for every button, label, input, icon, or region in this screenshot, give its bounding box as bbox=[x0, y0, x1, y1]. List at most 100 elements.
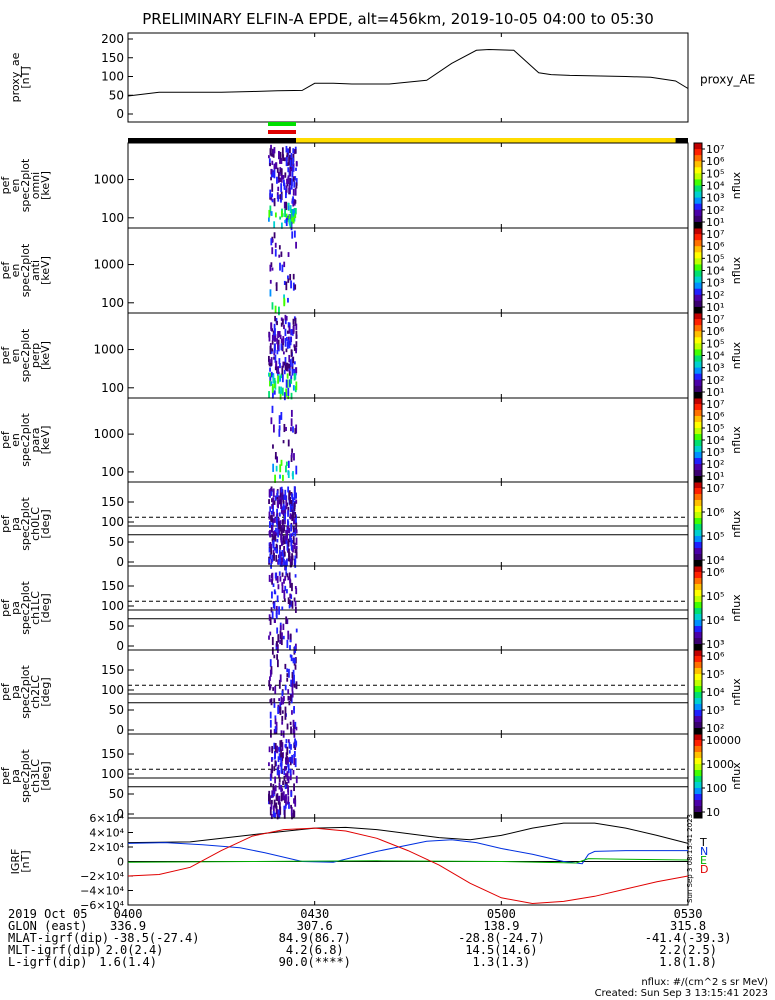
colorbar-segment bbox=[694, 270, 702, 278]
spectrogram-pixel bbox=[294, 549, 297, 554]
spectrogram-pixel bbox=[275, 605, 278, 615]
spectrogram-pixel bbox=[277, 554, 280, 559]
spectrogram-pixel bbox=[269, 529, 271, 538]
colorbar-segment bbox=[694, 234, 702, 241]
spectrogram-pixel bbox=[271, 746, 274, 754]
spectrogram-pixel bbox=[272, 503, 274, 512]
spectrogram-pixel bbox=[294, 758, 297, 768]
spectrogram-pixel bbox=[286, 152, 289, 157]
colorbar-segment bbox=[694, 203, 702, 211]
spectrogram-pixel bbox=[274, 451, 277, 460]
spectrogram-pixel bbox=[280, 338, 283, 344]
y-axis-label-line: [keV] bbox=[39, 426, 52, 455]
igrf-series-E bbox=[127, 858, 689, 864]
spectrogram-pixel bbox=[276, 176, 278, 184]
spectrogram-pixel bbox=[275, 317, 278, 324]
spectrogram-pixel bbox=[287, 205, 290, 211]
colorbar-segment bbox=[694, 728, 702, 735]
footer-value: 84.9(86.7) bbox=[278, 931, 351, 945]
spectrogram-pixel bbox=[290, 600, 293, 607]
spectrogram-pixel bbox=[279, 334, 282, 340]
spectrogram-pixel bbox=[272, 539, 275, 547]
spectrogram-pixel bbox=[271, 238, 274, 243]
spectrogram-pixel bbox=[276, 627, 279, 634]
spectrogram-pixel bbox=[278, 746, 281, 753]
spectrogram-pixel bbox=[289, 578, 291, 584]
spectrogram-pixel bbox=[280, 157, 283, 164]
colorbar-segment bbox=[694, 276, 702, 284]
spectrogram-pixel bbox=[275, 543, 278, 551]
spectrogram-pixel bbox=[280, 561, 283, 565]
spectrogram-pixel bbox=[274, 785, 277, 792]
colorbar-segment bbox=[694, 602, 702, 609]
spectrogram-pixel bbox=[284, 804, 287, 809]
spectrogram-pixel bbox=[284, 509, 286, 517]
spectrogram-pixel bbox=[289, 504, 292, 513]
spectrogram-pixel bbox=[279, 159, 281, 164]
spectrogram-pixel bbox=[289, 496, 292, 506]
spectrogram-pixel bbox=[271, 247, 274, 255]
spectrogram-pixel bbox=[286, 746, 289, 755]
spectrogram-pixel bbox=[295, 681, 298, 690]
footer-value: 0400 bbox=[113, 907, 143, 921]
spectrogram-pixel bbox=[295, 167, 297, 171]
spectrogram-pixel bbox=[280, 785, 283, 792]
spectrogram-pixel bbox=[286, 573, 289, 578]
colorbar-tick-label: 10⁴ bbox=[706, 180, 725, 193]
colorbar-tick-label: 10⁴ bbox=[706, 686, 725, 699]
spectrogram-pixel bbox=[279, 706, 282, 716]
spectrogram-pixel bbox=[289, 159, 292, 167]
spectrogram-pixel bbox=[280, 501, 282, 510]
y-tick-label: −6×10⁴ bbox=[80, 899, 124, 912]
spectrogram-pixel bbox=[273, 698, 276, 704]
spectrogram-pixel bbox=[282, 361, 285, 368]
footer-row: MLT-igrf(dip) 2.0(2.4) 4.2(6.8) 14.5(14.6) 2… bbox=[8, 944, 768, 956]
y-tick-label: 100 bbox=[101, 381, 124, 395]
spectrogram-pixel bbox=[290, 418, 293, 427]
spectrogram-pixel bbox=[277, 584, 280, 590]
colorbar-segment bbox=[694, 167, 702, 174]
spectrogram-pixel bbox=[287, 510, 289, 517]
spectrogram-pixel bbox=[279, 177, 281, 183]
y-axis-label-line: IGRF bbox=[9, 849, 22, 875]
spectrogram-pixel bbox=[273, 424, 275, 433]
spectrogram-pixel bbox=[285, 316, 288, 321]
spectrogram-pixel bbox=[281, 632, 283, 640]
spectrogram-pixel bbox=[276, 499, 279, 508]
colorbar-segment bbox=[694, 704, 702, 711]
spectrogram-pixel bbox=[271, 183, 274, 192]
footer-value: 307.6 bbox=[296, 919, 333, 933]
colorbar-tick-label: 10⁴ bbox=[706, 350, 725, 363]
spectrogram-pixel bbox=[295, 537, 298, 546]
spectrogram-pixel bbox=[268, 521, 271, 528]
spectrogram-pixel bbox=[279, 674, 282, 683]
colorbar-tick-label: 10¹ bbox=[706, 470, 724, 483]
spectrogram-pixel bbox=[291, 691, 294, 697]
colorbar-segment bbox=[694, 626, 702, 633]
spectrogram-pixel bbox=[294, 200, 297, 204]
spectrogram-pixel bbox=[271, 591, 273, 599]
spectrogram-pixel bbox=[288, 325, 291, 334]
spectrogram-pixel bbox=[286, 723, 289, 730]
spectrogram-pixel bbox=[268, 372, 270, 377]
footer-value: 2.0(2.4) bbox=[105, 943, 164, 957]
spectrogram-pixel bbox=[287, 471, 290, 479]
spectrogram-pixel bbox=[270, 168, 273, 175]
spectrogram-pixel bbox=[274, 685, 277, 694]
spectrogram-pixel bbox=[287, 460, 290, 468]
spectrogram-pixel bbox=[274, 305, 277, 313]
spectrogram-pixel bbox=[289, 654, 292, 658]
spectrogram-pixel bbox=[280, 168, 283, 177]
spectrogram-pixel bbox=[293, 180, 296, 188]
colorbar-segment bbox=[694, 422, 702, 429]
spectrogram-pixel bbox=[291, 553, 293, 559]
colorbar-label: nflux bbox=[730, 256, 743, 284]
spectrogram-pixel bbox=[285, 201, 288, 211]
spectrogram-pixel bbox=[294, 799, 297, 807]
colorbar-tick-label: 10³ bbox=[706, 277, 724, 290]
colorbar-segment bbox=[694, 560, 702, 567]
colorbar-segment bbox=[694, 758, 702, 765]
spectrogram-pixel bbox=[290, 208, 293, 218]
colorbar-segment bbox=[694, 221, 702, 229]
spectrogram-pixel bbox=[288, 367, 291, 371]
